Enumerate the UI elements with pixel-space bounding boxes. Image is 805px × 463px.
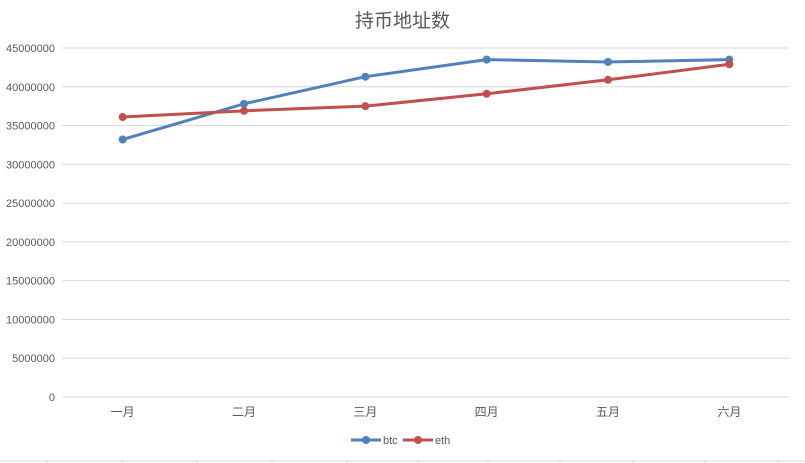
legend-marker-icon [414,436,422,444]
x-tick-label: 二月 [232,405,256,419]
data-point[interactable] [482,55,491,64]
y-tick-label: 40000000 [6,82,55,94]
y-tick-label: 25000000 [6,198,55,210]
data-point[interactable] [118,135,127,144]
y-tick-label: 35000000 [6,121,55,133]
legend-label: eth [435,435,450,447]
x-tick-label: 五月 [596,405,620,419]
series-line [121,58,731,142]
y-tick-label: 30000000 [6,159,55,171]
series-eth [118,60,734,122]
x-tick-label: 六月 [717,405,741,419]
data-point[interactable] [361,102,370,111]
data-point[interactable] [604,57,612,66]
y-tick-label: 45000000 [6,43,55,55]
legend-item-btc[interactable]: btc [351,435,398,447]
y-tick-label: 15000000 [6,276,55,288]
series-line [121,62,731,119]
x-tick-label: 三月 [353,405,377,419]
y-tick-label: 5000000 [12,353,55,365]
data-point[interactable] [240,106,248,115]
data-point[interactable] [118,113,127,122]
data-point[interactable] [725,60,734,69]
x-tick-label: 四月 [475,405,499,419]
legend: btc eth [351,435,450,447]
chart-title: 持币地址数 [354,10,450,32]
data-point[interactable] [482,89,491,98]
data-point[interactable] [604,75,612,84]
y-tick-label: 20000000 [6,237,55,249]
legend-label: btc [383,435,398,447]
series-btc [118,55,734,144]
y-tick-label: 0 [49,392,55,404]
legend-marker-icon [362,436,370,444]
legend-item-eth[interactable]: eth [403,435,450,447]
y-tick-label: 10000000 [6,314,55,326]
data-point[interactable] [240,99,248,108]
x-tick-label: 一月 [111,405,135,419]
data-point[interactable] [361,72,370,81]
